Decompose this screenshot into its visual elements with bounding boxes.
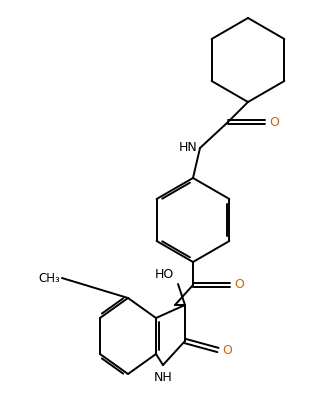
Text: O: O — [222, 344, 232, 357]
Text: CH₃: CH₃ — [38, 271, 60, 284]
Text: O: O — [234, 279, 244, 291]
Text: HO: HO — [155, 268, 174, 281]
Text: HN: HN — [178, 141, 197, 153]
Text: O: O — [269, 116, 279, 128]
Text: NH: NH — [154, 371, 173, 384]
